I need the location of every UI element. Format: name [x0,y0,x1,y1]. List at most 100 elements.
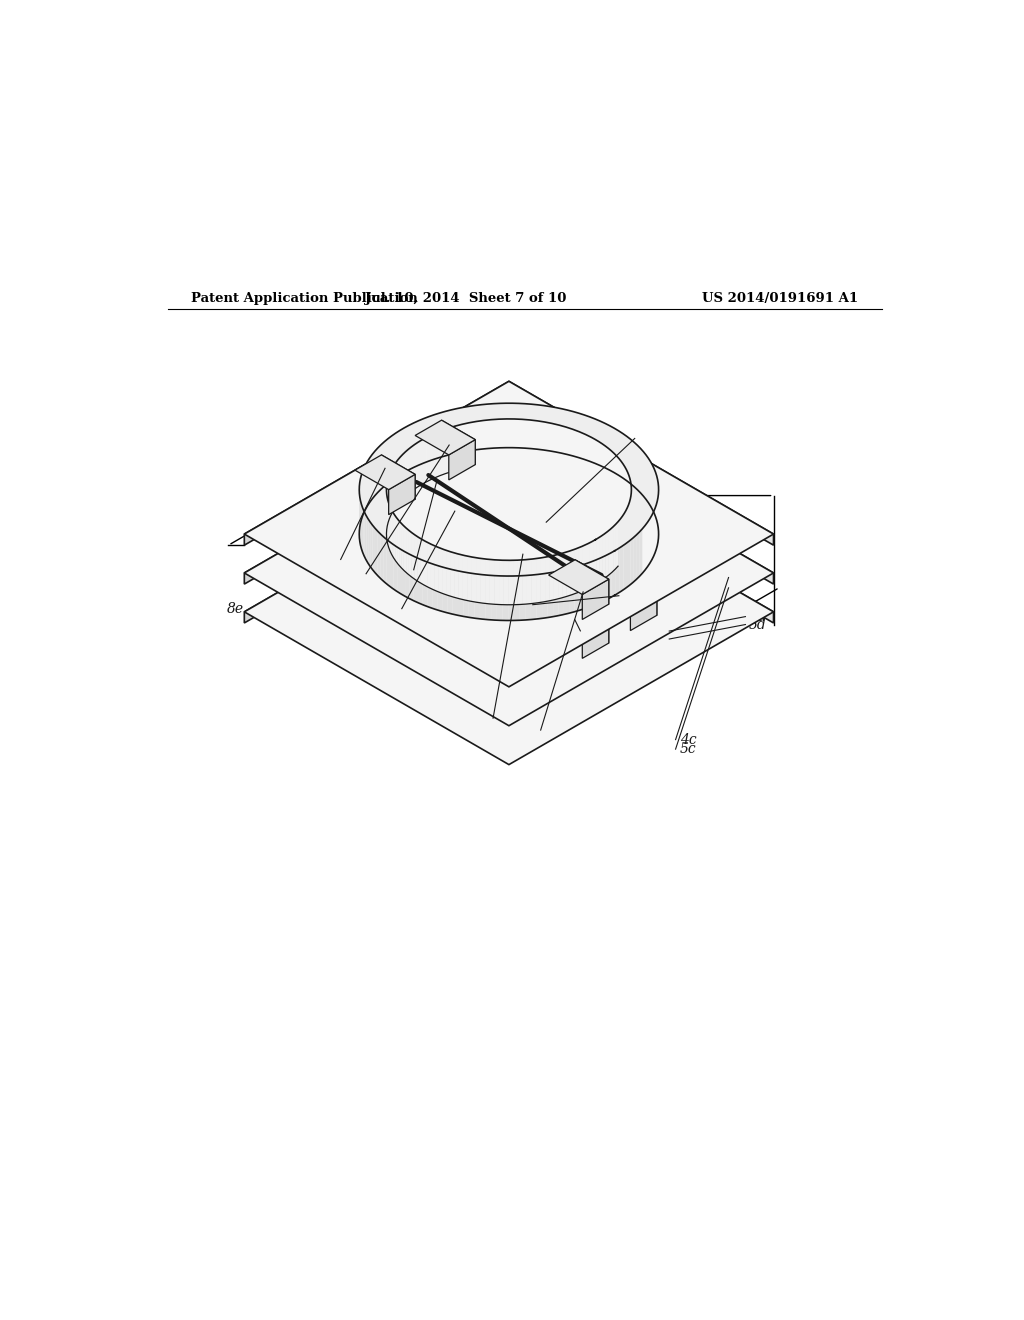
Polygon shape [403,451,406,499]
Polygon shape [449,479,475,519]
Polygon shape [527,560,531,605]
Polygon shape [245,459,773,764]
Polygon shape [375,528,378,576]
Polygon shape [480,558,485,603]
Polygon shape [371,523,373,570]
Polygon shape [593,539,596,586]
Polygon shape [508,560,513,605]
Polygon shape [458,570,463,616]
Polygon shape [383,441,386,487]
Polygon shape [403,525,407,573]
Polygon shape [530,574,537,619]
Polygon shape [495,560,499,605]
Polygon shape [518,544,545,583]
Polygon shape [467,556,472,602]
Polygon shape [393,463,395,511]
Polygon shape [497,576,503,620]
Polygon shape [391,508,392,556]
Polygon shape [583,618,608,659]
Polygon shape [437,430,441,477]
Polygon shape [441,420,475,465]
Polygon shape [423,437,427,483]
Polygon shape [611,527,613,573]
Polygon shape [437,565,442,611]
Polygon shape [575,560,608,605]
Polygon shape [434,546,438,591]
Polygon shape [427,543,431,589]
Polygon shape [557,566,617,601]
Polygon shape [366,461,368,508]
Polygon shape [380,533,383,581]
Polygon shape [615,548,620,594]
Polygon shape [404,425,409,473]
Polygon shape [451,552,455,598]
Polygon shape [550,556,554,601]
Polygon shape [574,566,580,611]
Polygon shape [415,420,475,455]
Text: 5e: 5e [390,602,407,615]
Polygon shape [613,524,615,570]
Polygon shape [545,556,550,602]
Polygon shape [608,529,611,576]
Polygon shape [397,519,399,565]
Polygon shape [245,459,509,623]
Polygon shape [597,570,656,606]
Polygon shape [381,455,415,499]
Polygon shape [590,541,593,587]
Text: 6d: 6d [521,598,539,611]
Polygon shape [611,550,615,597]
Polygon shape [426,416,431,462]
Polygon shape [436,413,441,458]
Polygon shape [509,459,773,623]
Polygon shape [373,525,375,573]
Polygon shape [441,429,445,475]
Text: 6c: 6c [528,726,546,739]
Polygon shape [447,569,453,614]
Polygon shape [245,381,773,686]
Polygon shape [414,556,418,603]
Polygon shape [570,549,574,595]
Polygon shape [418,558,423,605]
Polygon shape [480,574,485,619]
Text: 6e: 6e [352,566,369,581]
Polygon shape [389,436,392,482]
Polygon shape [537,558,541,603]
Polygon shape [359,403,658,576]
Polygon shape [542,573,548,618]
Polygon shape [393,545,397,591]
Polygon shape [485,524,545,560]
Polygon shape [432,564,437,610]
Polygon shape [375,449,377,496]
Polygon shape [522,560,527,605]
Polygon shape [386,438,389,484]
Polygon shape [585,562,589,609]
Polygon shape [596,537,599,583]
Polygon shape [406,552,410,598]
Polygon shape [558,570,564,615]
Polygon shape [396,430,400,477]
Polygon shape [421,539,424,585]
Polygon shape [413,421,417,469]
Polygon shape [368,458,370,506]
Polygon shape [450,426,454,473]
Polygon shape [418,537,421,583]
Polygon shape [362,507,364,554]
Polygon shape [370,455,372,503]
Text: 8e: 8e [227,602,245,615]
Text: 6e: 6e [325,553,342,566]
Polygon shape [594,558,599,605]
Polygon shape [380,444,383,491]
Polygon shape [566,550,570,597]
Polygon shape [553,572,558,616]
Polygon shape [392,433,396,479]
Polygon shape [463,572,469,618]
Polygon shape [627,540,631,587]
Polygon shape [399,521,401,568]
Polygon shape [401,524,403,570]
Polygon shape [634,535,637,582]
Polygon shape [599,535,602,582]
Polygon shape [390,506,391,553]
Text: 4e: 4e [401,562,419,577]
Polygon shape [409,447,411,494]
Polygon shape [537,574,542,619]
